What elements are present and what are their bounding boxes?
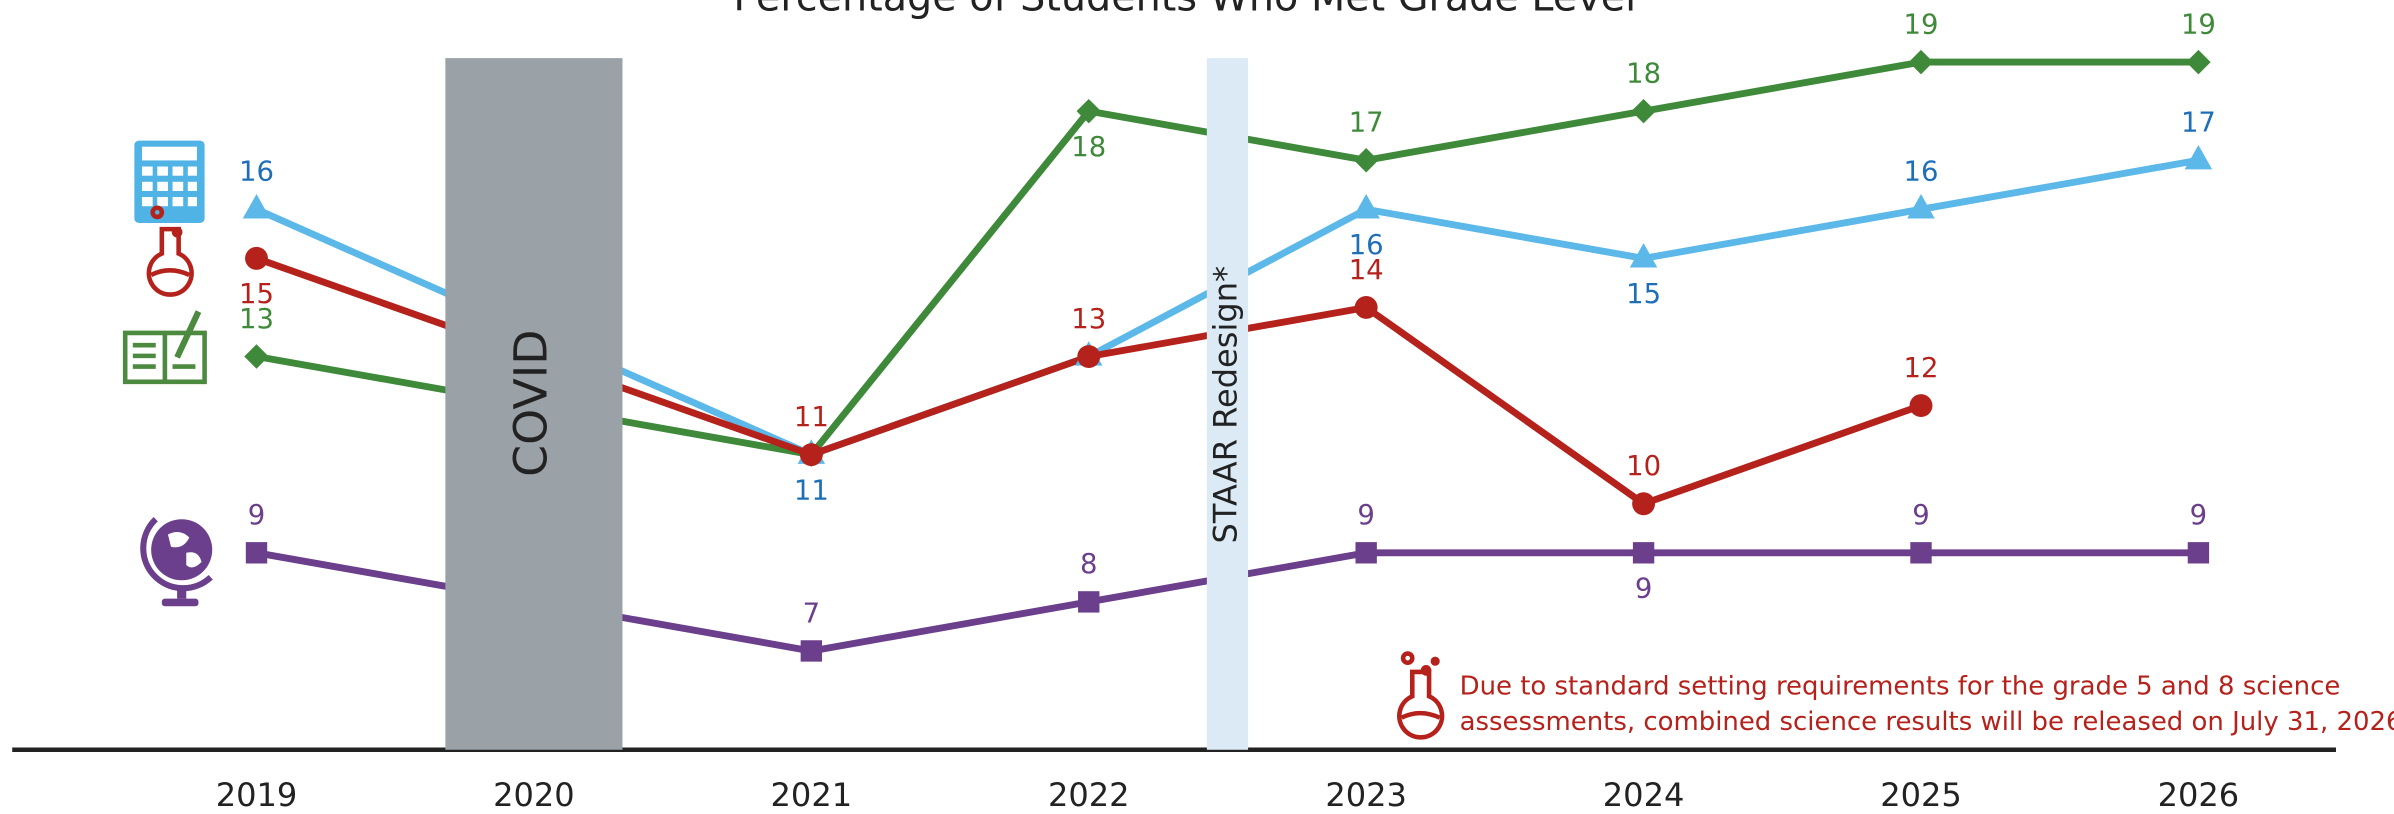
marker bbox=[1352, 194, 1380, 219]
note-line: assessments, combined science results wi… bbox=[1460, 707, 2394, 737]
marker bbox=[1909, 394, 1933, 418]
note-flask-icon bbox=[1397, 651, 1445, 740]
data-label: 13 bbox=[239, 303, 274, 335]
data-label: 14 bbox=[1349, 254, 1384, 286]
data-label: 17 bbox=[2181, 107, 2216, 139]
x-tick-label: 2025 bbox=[1880, 776, 1962, 814]
book-icon bbox=[122, 310, 207, 385]
data-label: 15 bbox=[1626, 278, 1661, 310]
data-label: 18 bbox=[1071, 131, 1106, 163]
marker bbox=[1355, 542, 1377, 564]
marker bbox=[1632, 542, 1655, 564]
annotation-band bbox=[1206, 58, 1249, 750]
data-label: 10 bbox=[1626, 450, 1661, 482]
marker bbox=[1908, 49, 1934, 75]
marker bbox=[245, 542, 268, 564]
data-label: 12 bbox=[1904, 352, 1939, 384]
marker bbox=[1629, 243, 1658, 268]
marker bbox=[244, 344, 269, 369]
marker bbox=[1076, 98, 1101, 124]
marker bbox=[2186, 49, 2211, 75]
calculator-icon bbox=[134, 140, 205, 224]
marker bbox=[1353, 148, 1379, 173]
chart-title: Percentage of Students Who Met Grade Lev… bbox=[733, 0, 1636, 21]
data-label: 7 bbox=[803, 597, 820, 629]
data-label: 11 bbox=[794, 401, 829, 433]
annotation-band bbox=[445, 58, 623, 750]
data-label: 19 bbox=[2181, 8, 2216, 40]
plot: 2019 2020 2021 2022 2023 2024 2025 2026 COVID STA… bbox=[12, 8, 2336, 814]
marker bbox=[242, 194, 271, 219]
marker bbox=[245, 246, 268, 270]
data-label: 19 bbox=[1904, 8, 1939, 40]
globe-icon bbox=[140, 517, 213, 607]
x-tick-label: 2021 bbox=[771, 776, 853, 814]
x-tick-label: 2026 bbox=[2158, 776, 2240, 814]
x-tick-label: 2022 bbox=[1048, 776, 1130, 814]
data-label: 16 bbox=[239, 156, 274, 188]
annotation-label: STAAR Redesign* bbox=[1206, 266, 1244, 544]
x-tick-label: 2019 bbox=[216, 776, 298, 814]
marker bbox=[1078, 591, 1100, 613]
data-label: 13 bbox=[1071, 303, 1106, 335]
marker bbox=[1910, 542, 1932, 564]
annotation-label: COVID bbox=[503, 330, 557, 477]
data-label: 15 bbox=[239, 278, 274, 310]
data-label: 8 bbox=[1080, 548, 1097, 580]
annotation: STAAR Redesign* bbox=[1206, 58, 1249, 750]
marker bbox=[1632, 492, 1656, 516]
data-label: 17 bbox=[1349, 107, 1384, 139]
marker bbox=[1077, 345, 1101, 368]
data-label: 9 bbox=[2190, 499, 2207, 531]
marker bbox=[800, 640, 823, 662]
note-line: Due to standard setting requirements for… bbox=[1460, 672, 2341, 702]
x-tick-label: 2023 bbox=[1325, 776, 1407, 814]
x-tick-label: 2024 bbox=[1603, 776, 1685, 814]
data-label: 9 bbox=[1357, 499, 1374, 531]
data-label: 18 bbox=[1626, 58, 1661, 90]
x-tick-label: 2020 bbox=[493, 776, 575, 814]
data-label: 9 bbox=[1912, 499, 1929, 531]
annotation: COVID bbox=[445, 58, 623, 750]
data-label: 16 bbox=[1349, 229, 1384, 261]
data-label: 9 bbox=[248, 499, 265, 531]
marker bbox=[1631, 98, 1656, 124]
data-label: 11 bbox=[794, 474, 829, 506]
data-label: 16 bbox=[1904, 156, 1939, 188]
markers: 16 11 16 15 16 17 13 18 17 18 19 19 15 11 13 14 10 12 9 7 8 9… bbox=[239, 8, 2216, 662]
marker bbox=[1354, 296, 1378, 319]
marker bbox=[2184, 144, 2213, 170]
marker bbox=[799, 443, 823, 467]
marker bbox=[1907, 194, 1935, 219]
flask-icon bbox=[146, 205, 194, 297]
marker bbox=[2187, 542, 2210, 564]
data-label: 9 bbox=[1635, 572, 1652, 604]
